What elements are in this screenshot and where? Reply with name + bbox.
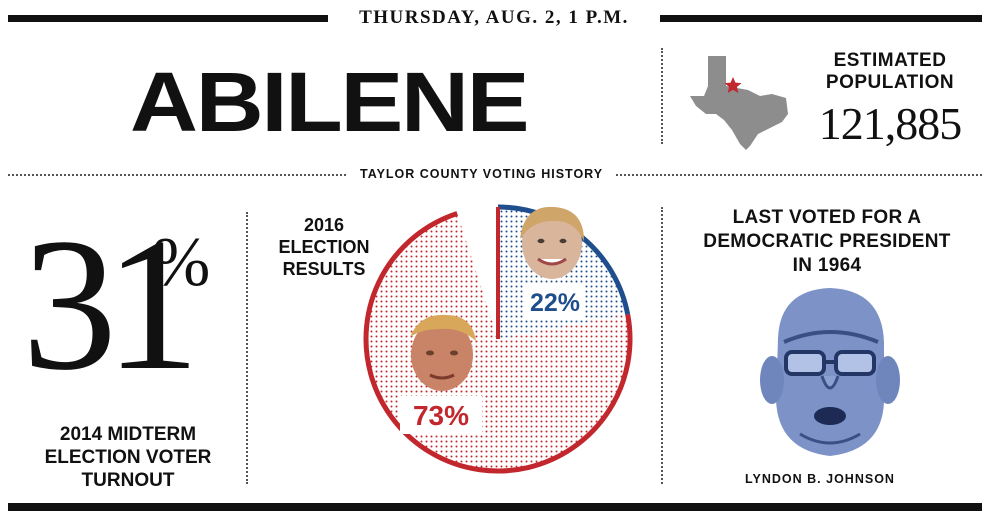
turnout-value: 31 <box>22 200 200 410</box>
texas-map-icon <box>690 56 788 150</box>
city-name: ABILENE <box>130 55 530 149</box>
column-divider-2 <box>661 207 663 484</box>
bottom-rule <box>8 503 982 511</box>
estimated-population-label: ESTIMATED POPULATION <box>825 50 955 93</box>
city-location-star-icon <box>724 77 742 93</box>
trump-percent-label: 73% <box>413 400 469 431</box>
election-results-label: 2016 ELECTION RESULTS <box>278 215 370 279</box>
texas-shape <box>690 56 788 150</box>
republican-slice-edge <box>363 211 633 474</box>
trump-photo <box>410 314 476 391</box>
election-results-pie: 22% 73% <box>363 204 633 474</box>
top-rule-left <box>8 15 328 22</box>
date-time-line: THURSDAY, AUG. 2, 1 P.M. <box>359 7 629 28</box>
lbj-name-caption: LYNDON B. JOHNSON <box>745 472 895 486</box>
turnout-percent-sign: % <box>152 224 211 301</box>
lbj-photo <box>760 288 900 456</box>
trump-label-box <box>400 396 482 434</box>
section-title: TAYLOR COUNTY VOTING HISTORY <box>348 164 616 184</box>
clinton-percent-label: 22% <box>530 289 580 317</box>
clinton-photo <box>520 206 584 279</box>
top-rule-right <box>660 15 982 22</box>
estimated-population-value: 121,885 <box>818 98 963 149</box>
last-democratic-vote-label: LAST VOTED FOR A DEMOCRATIC PRESIDENT IN 1… <box>703 207 951 276</box>
clinton-label-box <box>525 285 585 319</box>
header-divider <box>661 48 663 144</box>
turnout-label: 2014 MIDTERM ELECTION VOTER TURNOUT <box>44 424 212 491</box>
column-divider-1 <box>246 212 248 484</box>
